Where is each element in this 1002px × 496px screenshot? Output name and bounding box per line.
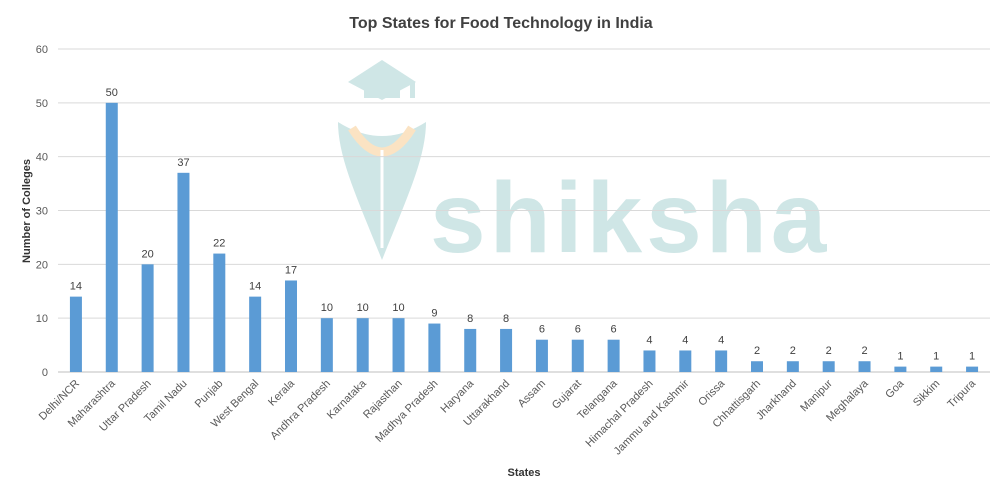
data-label: 2 (826, 345, 832, 357)
bar (177, 172, 190, 372)
bar (786, 361, 799, 372)
data-label: 10 (321, 302, 333, 314)
data-label: 10 (357, 302, 369, 314)
data-label: 37 (177, 157, 189, 169)
y-tick-label: 0 (42, 367, 48, 379)
data-label: 4 (682, 334, 688, 346)
bar (894, 366, 907, 372)
bar (571, 339, 584, 372)
bar (751, 361, 763, 372)
data-label: 2 (790, 345, 796, 357)
bar (822, 361, 835, 372)
y-tick-label: 50 (36, 98, 48, 110)
bar (464, 328, 477, 372)
data-label: 50 (106, 87, 118, 99)
bar (643, 350, 656, 372)
data-label: 14 (70, 281, 82, 293)
x-category-label: Madhya Pradesh (373, 378, 440, 445)
bar (535, 339, 548, 372)
data-label: 22 (213, 238, 225, 250)
bar (966, 366, 979, 372)
data-label: 9 (431, 308, 437, 320)
bar (858, 361, 871, 372)
x-axis-title: States (507, 467, 540, 479)
y-tick-label: 10 (36, 313, 48, 325)
x-category-label: Orissa (696, 377, 728, 409)
bar (500, 328, 513, 372)
chart-title: Top States for Food Technology in India (349, 15, 653, 32)
bar (428, 323, 441, 372)
watermark-text: shiksha (430, 162, 830, 274)
data-label: 20 (141, 248, 153, 260)
y-tick-label: 20 (36, 259, 48, 271)
y-tick-label: 30 (36, 206, 48, 218)
x-category-label: Goa (883, 377, 907, 401)
x-category-label: Assam (516, 378, 548, 410)
data-label: 2 (861, 345, 867, 357)
gridlines (58, 48, 990, 373)
y-tick-label: 60 (36, 44, 48, 56)
x-category-label: Tripura (945, 377, 978, 410)
data-label: 6 (611, 324, 617, 336)
bar (679, 350, 692, 372)
bar (930, 366, 943, 372)
data-label: 17 (285, 264, 297, 276)
bar (607, 339, 620, 372)
y-tick-label: 40 (36, 152, 48, 164)
bar (141, 264, 154, 372)
data-label: 1 (933, 351, 939, 363)
bar (249, 296, 262, 372)
data-label: 10 (392, 302, 404, 314)
data-label: 6 (539, 324, 545, 336)
bar (213, 253, 226, 372)
x-category-label: Punjab (193, 378, 226, 411)
data-label: 4 (646, 334, 652, 346)
data-label: 4 (718, 334, 724, 346)
data-label: 2 (754, 345, 760, 357)
bar (392, 318, 405, 372)
data-label: 6 (575, 324, 581, 336)
x-category-label: Kerala (266, 377, 298, 409)
data-label: 8 (503, 313, 509, 325)
x-category-label: Himachal Pradesh (584, 378, 656, 450)
bar (285, 280, 297, 372)
data-label: 8 (467, 313, 473, 325)
data-label: 14 (249, 281, 261, 293)
bar (356, 318, 369, 372)
watermark: shiksha (338, 60, 830, 274)
bar (715, 350, 728, 372)
x-category-label: Gujarat (550, 378, 584, 412)
y-axis-title: Number of Colleges (21, 159, 33, 263)
x-category-label: Sikkim (911, 378, 942, 409)
bar (69, 296, 82, 372)
graduation-cap-shield-icon (338, 60, 426, 260)
bars (69, 102, 979, 372)
y-axis-ticks: 0 10 20 30 40 50 60 (36, 44, 48, 379)
x-category-label: Manipur (798, 377, 835, 414)
bar (105, 102, 118, 372)
data-label: 1 (897, 351, 903, 363)
data-label: 1 (969, 351, 975, 363)
bar (320, 318, 333, 372)
